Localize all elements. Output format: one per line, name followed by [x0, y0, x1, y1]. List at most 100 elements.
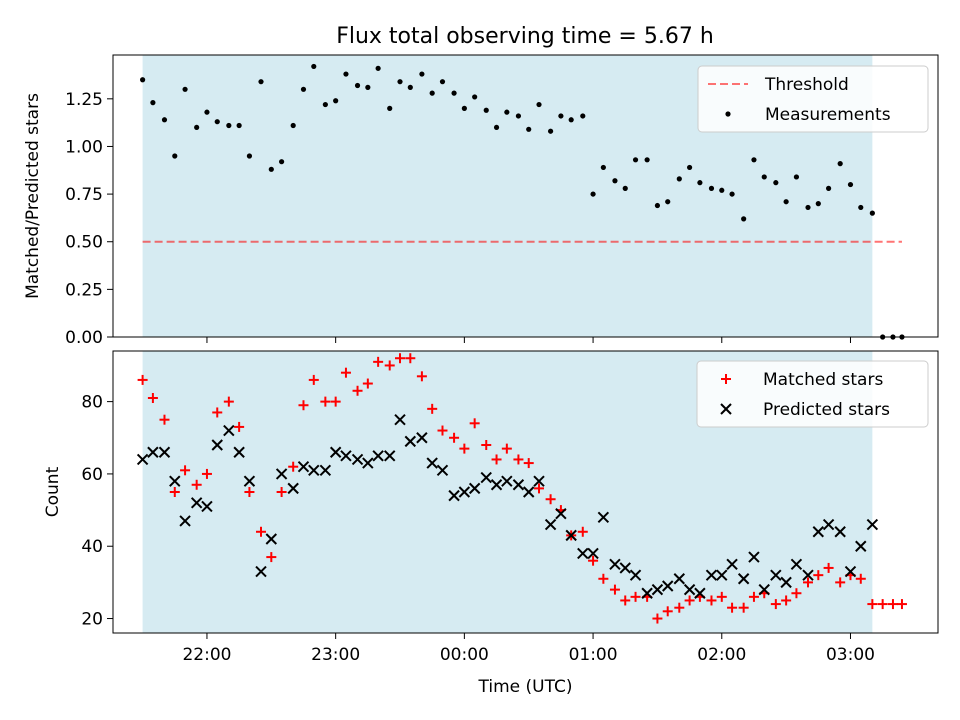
measurement-point	[429, 90, 435, 96]
predicted-stars-points	[136, 413, 879, 599]
matched-star-point	[652, 613, 663, 624]
matched-star-point	[340, 367, 351, 378]
legend-box	[696, 360, 929, 428]
matched-star-point	[781, 595, 792, 606]
matched-star-point	[427, 403, 438, 414]
predicted-star-point	[394, 413, 406, 426]
matched-star-point	[513, 454, 524, 465]
matched-star-point	[770, 599, 781, 610]
predicted-star-point	[480, 471, 492, 484]
legend-measurements-swatch	[725, 111, 731, 117]
matched-star-point	[609, 584, 620, 595]
measurement-point	[547, 128, 554, 134]
predicted-star-point	[748, 551, 760, 563]
predicted-star-point	[458, 486, 471, 498]
matched-star-point	[813, 570, 824, 581]
predicted-star-point	[490, 479, 503, 491]
measurement-point	[761, 174, 767, 180]
measurement-point	[504, 109, 510, 115]
measurement-point	[847, 181, 854, 188]
measurement-point	[600, 164, 606, 171]
measurement-point	[397, 79, 403, 85]
top-y-tick-label: 0.25	[65, 280, 103, 300]
predicted-star-point	[223, 424, 235, 437]
matched-star-point	[469, 418, 480, 429]
predicted-star-point	[384, 450, 396, 462]
predicted-star-point	[609, 558, 621, 571]
matched-star-point	[534, 483, 545, 494]
measurement-point	[204, 109, 210, 115]
measurement-point	[590, 191, 596, 197]
measurement-point	[654, 202, 661, 209]
bottom-y-ticks: 20 40 60 80	[81, 393, 113, 630]
matched-star-point	[716, 591, 727, 602]
legend-matched-label: Matched stars	[763, 370, 883, 390]
measurement-point	[451, 90, 457, 96]
measurement-point	[375, 65, 381, 71]
measurement-point	[365, 84, 371, 90]
measurement-point	[461, 105, 467, 111]
measurement-point	[612, 178, 618, 184]
matched-star-point	[501, 443, 512, 454]
matched-star-point	[791, 588, 802, 599]
top-x-ticks	[206, 337, 851, 343]
matched-star-point	[706, 595, 717, 606]
predicted-star-point	[641, 587, 653, 599]
matched-star-point	[727, 602, 738, 613]
measurement-point	[676, 176, 682, 182]
measurement-point	[246, 153, 253, 159]
matched-star-point	[234, 421, 245, 432]
top-y-axis-label: Matched/Predicted stars	[23, 93, 43, 299]
legend-threshold-label: Threshold	[764, 75, 849, 95]
bottom-x-ticks: 22:00 23:00 00:00 01:00 02:00 03:00	[182, 633, 875, 665]
matched-star-point	[662, 606, 673, 617]
matched-star-point	[137, 374, 148, 385]
measurement-point	[558, 113, 564, 119]
chart-title: Flux total observing time = 5.67 h	[336, 24, 714, 49]
measurement-point	[515, 113, 522, 119]
x-tick-label: 03:00	[826, 645, 875, 665]
matched-star-point	[835, 577, 846, 588]
top-y-tick-label: 0.75	[65, 185, 103, 205]
measurement-point	[214, 119, 220, 125]
matched-star-point	[481, 440, 492, 450]
matched-star-point	[620, 595, 631, 606]
predicted-star-point	[834, 526, 846, 538]
measurement-point	[226, 122, 232, 129]
predicted-star-point	[351, 453, 364, 466]
matched-star-point	[748, 591, 759, 602]
predicted-star-point	[136, 453, 149, 466]
predicted-star-point	[201, 500, 213, 513]
measurement-point	[311, 63, 317, 70]
matched-star-point	[373, 356, 384, 367]
measurement-point	[407, 84, 413, 90]
measurement-point	[783, 199, 789, 205]
predicted-star-point	[587, 547, 599, 560]
measurement-point	[858, 204, 864, 211]
predicted-star-point	[512, 479, 525, 491]
measurement-point	[741, 216, 747, 222]
predicted-star-point	[758, 583, 770, 596]
predicted-star-point	[565, 529, 577, 542]
matched-star-point	[674, 602, 685, 613]
measurement-point	[322, 101, 328, 108]
matched-star-point	[449, 432, 460, 443]
measurement-point	[182, 86, 188, 92]
measurement-point	[140, 77, 146, 83]
measurement-point	[793, 174, 800, 180]
predicted-star-point	[844, 565, 857, 578]
matched-star-point	[212, 407, 223, 418]
predicted-star-point	[683, 583, 696, 596]
matched-star-point	[598, 573, 609, 584]
measurement-point	[708, 185, 715, 191]
top-y-tick-label: 0.50	[65, 233, 103, 253]
predicted-star-point	[673, 573, 686, 585]
measurement-point	[632, 157, 639, 163]
top-y-tick-label: 1.00	[65, 137, 103, 157]
predicted-star-point	[404, 435, 417, 448]
measurement-point	[258, 79, 264, 85]
predicted-star-point	[147, 446, 159, 458]
top-axes-frame	[112, 54, 939, 338]
predicted-star-point	[716, 569, 728, 581]
